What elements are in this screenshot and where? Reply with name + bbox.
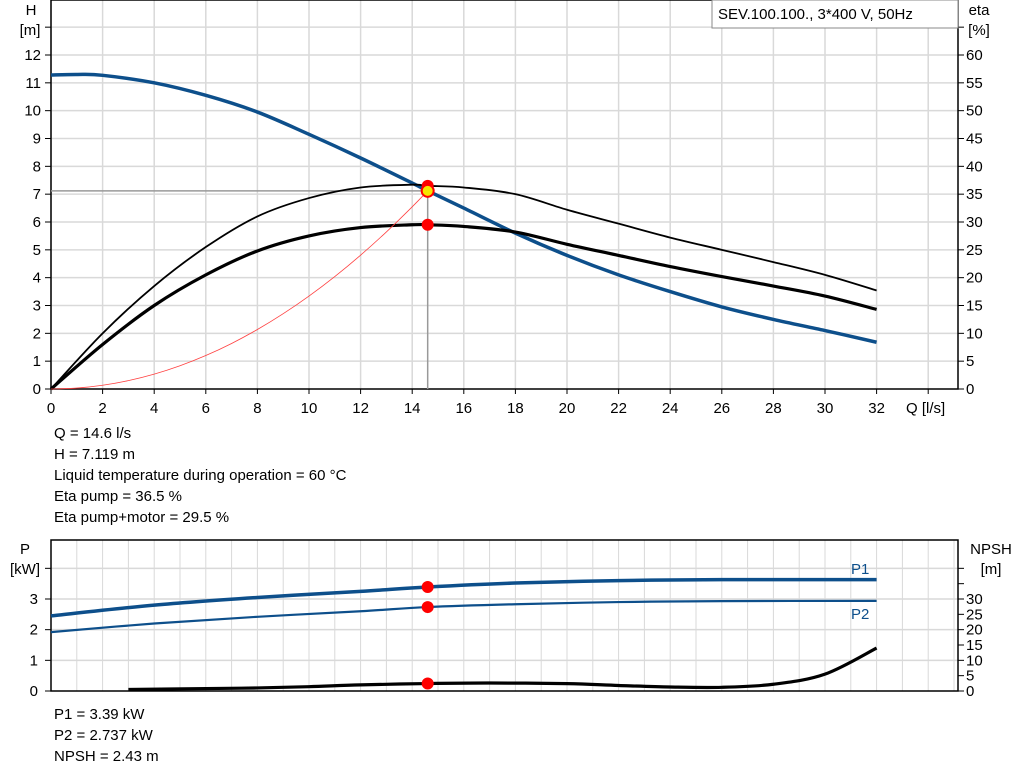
y-tick-label-right: 10 (966, 325, 983, 342)
npsh-tick-label: 20 (966, 622, 983, 639)
x-tick-label: 10 (301, 400, 318, 417)
readout-eta-pump: Eta pump = 36.5 % (54, 488, 182, 505)
p-tick-label: 1 (30, 652, 38, 669)
x-tick-label: 14 (404, 400, 421, 417)
y-tick-label-right: 30 (966, 214, 983, 231)
title-box (711, 0, 959, 29)
x-tick-label: 32 (868, 400, 885, 417)
y-tick-label-right: 5 (966, 353, 974, 370)
y-tick-label-left: 2 (33, 325, 41, 342)
series-label-p2: P2 (851, 606, 869, 623)
y-tick-label-left: 10 (24, 103, 41, 120)
duty-point-p1 (421, 581, 434, 594)
p-tick-label: 3 (30, 591, 38, 608)
title-box-text: SEV.100.100., 3*400 V, 50Hz (718, 6, 913, 23)
duty-point-npsh (421, 677, 434, 690)
y-tick-label-right: 25 (966, 242, 983, 259)
npsh-tick-label: 10 (966, 652, 983, 669)
y-tick-label-left: 0 (33, 381, 41, 398)
npsh-tick-label: 5 (966, 668, 974, 685)
y-tick-label-right: 20 (966, 270, 983, 287)
y-tick-label-left: 3 (33, 298, 41, 315)
readout-h: H = 7.119 m (54, 446, 136, 463)
y-tick-label-right: 50 (966, 103, 983, 120)
y-tick-label-left: 8 (33, 158, 41, 175)
x-axis-label: Q [l/s] (906, 400, 945, 417)
x-tick-label: 8 (253, 400, 261, 417)
y-tick-label-right: 0 (966, 381, 974, 398)
y-tick-label-left: 11 (25, 75, 41, 92)
npsh-tick-label: 25 (966, 606, 983, 623)
p-axis-label: P (20, 541, 30, 558)
series-system-curve (50, 190, 428, 390)
duty-point-p2 (421, 601, 434, 614)
y-axis-label-left: H (26, 2, 37, 19)
y-tick-label-left: 9 (33, 131, 41, 148)
x-tick-label: 4 (150, 400, 158, 417)
x-tick-label: 2 (98, 400, 106, 417)
series-label-p1: P1 (851, 561, 869, 578)
npsh-tick-label: 30 (966, 591, 983, 608)
y-tick-label-left: 6 (33, 214, 41, 231)
x-tick-label: 20 (559, 400, 576, 417)
series-NPSH (128, 646, 878, 692)
y-tick-label-right: 35 (966, 186, 983, 203)
plot-frame-bottom (50, 539, 959, 692)
readout-bottom: P1 = 3.39 kW P2 = 2.737 kW NPSH = 2.43 m (54, 704, 159, 767)
p-tick-label: 0 (30, 683, 38, 700)
npsh-tick-label: 15 (966, 637, 983, 654)
readout-p2: P2 = 2.737 kW (54, 727, 153, 744)
y-axis-label-left-unit: [m] (20, 22, 41, 39)
y-tick-label-left: 1 (33, 353, 41, 370)
series-eta-pump-motor (49, 222, 878, 391)
readout-q: Q = 14.6 l/s (54, 425, 132, 442)
x-tick-label: 6 (202, 400, 210, 417)
y-tick-label-left: 4 (33, 270, 41, 287)
y-tick-label-right: 40 (966, 158, 983, 175)
x-tick-label: 24 (662, 400, 679, 417)
p-tick-label: 2 (30, 622, 38, 639)
npsh-axis-label: NPSH (970, 541, 1012, 558)
readout-temperature: Liquid temperature during operation = 60… (54, 467, 347, 484)
x-tick-label: 18 (507, 400, 524, 417)
y-axis-label-right-unit: [%] (968, 22, 990, 39)
y-tick-label-right: 45 (966, 131, 983, 148)
npsh-tick-label: 0 (966, 683, 974, 700)
y-tick-label-left: 5 (33, 242, 41, 259)
y-tick-label-left: 12 (24, 47, 41, 64)
p-axis-label-unit: [kW] (10, 561, 40, 578)
y-axis-label-right: eta (969, 2, 991, 19)
npsh-axis-label-unit: [m] (981, 561, 1002, 578)
duty-point-head (420, 183, 435, 198)
x-tick-label: 28 (765, 400, 782, 417)
x-tick-label: 22 (610, 400, 627, 417)
readout-npsh: NPSH = 2.43 m (54, 748, 159, 765)
readout-top: Q = 14.6 l/s H = 7.119 m Liquid temperat… (54, 423, 346, 528)
y-tick-label-right: 55 (966, 75, 983, 92)
x-tick-label: 0 (47, 400, 55, 417)
x-tick-label: 12 (352, 400, 369, 417)
readout-eta-pump-motor: Eta pump+motor = 29.5 % (54, 509, 230, 526)
readout-p1: P1 = 3.39 kW (54, 706, 145, 723)
y-tick-label-left: 7 (33, 186, 41, 203)
series-eta-pump (50, 183, 877, 390)
y-tick-label-right: 15 (966, 298, 983, 315)
y-tick-label-right: 60 (966, 47, 983, 64)
x-tick-label: 26 (713, 400, 730, 417)
duty-point-eta-pump-motor (421, 218, 434, 231)
x-tick-label: 30 (817, 400, 834, 417)
x-tick-label: 16 (455, 400, 472, 417)
